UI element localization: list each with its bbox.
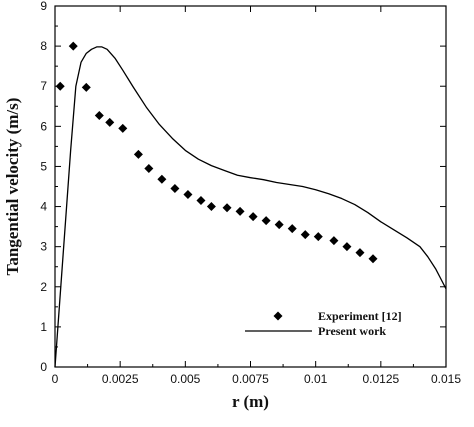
data-point-experiment xyxy=(118,123,128,133)
legend-label-present-work: Present work xyxy=(318,324,386,338)
data-point-experiment xyxy=(144,163,154,173)
data-point-experiment xyxy=(196,196,206,206)
x-axis: 0 0.0025 0.005 0.0075 0.01 0.0125 0.015 xyxy=(52,6,461,386)
data-point-experiment xyxy=(313,232,323,242)
y-tick-label: 6 xyxy=(40,119,47,133)
y-tick-label: 7 xyxy=(40,79,47,93)
data-point-experiment xyxy=(105,117,115,127)
y-tick-label: 8 xyxy=(40,39,47,53)
x-axis-label: r (m) xyxy=(232,392,269,411)
data-point-experiment xyxy=(248,212,258,222)
y-tick-label: 1 xyxy=(40,320,47,334)
data-point-experiment xyxy=(81,82,91,92)
y-tick-label: 3 xyxy=(40,240,47,254)
data-point-experiment xyxy=(157,174,167,184)
data-point-experiment xyxy=(206,202,216,212)
legend: Experiment [12] Present work xyxy=(245,309,402,338)
x-tick-label: 0.015 xyxy=(431,372,461,386)
data-point-experiment xyxy=(329,236,339,246)
x-tick-label: 0.01 xyxy=(304,372,328,386)
y-tick-label: 9 xyxy=(40,0,47,13)
data-point-experiment xyxy=(170,184,180,194)
x-tick-label: 0.0125 xyxy=(362,372,399,386)
data-point-experiment xyxy=(287,224,297,234)
data-point-experiment xyxy=(300,230,310,240)
y-axis-label: Tangential velocity (m/s) xyxy=(3,98,22,276)
y-tick-label: 2 xyxy=(40,280,47,294)
data-point-experiment xyxy=(183,190,193,200)
data-point-experiment xyxy=(55,81,65,91)
y-tick-label: 0 xyxy=(40,360,47,374)
legend-label-experiment: Experiment [12] xyxy=(318,309,402,323)
data-point-experiment xyxy=(342,242,352,252)
x-tick-label: 0 xyxy=(52,372,59,386)
data-point-experiment xyxy=(94,111,104,121)
data-point-experiment xyxy=(68,41,78,51)
data-point-experiment xyxy=(222,203,232,213)
x-tick-label: 0.005 xyxy=(170,372,200,386)
data-point-experiment xyxy=(368,254,378,264)
y-axis: 0 1 2 3 4 5 6 7 8 9 xyxy=(40,0,446,374)
x-tick-label: 0.0025 xyxy=(102,372,139,386)
data-point-experiment xyxy=(355,248,365,258)
series-layer xyxy=(54,41,447,368)
legend-marker-experiment xyxy=(273,311,283,321)
y-tick-label: 4 xyxy=(40,200,47,214)
data-point-experiment xyxy=(261,216,271,226)
y-tick-label: 5 xyxy=(40,159,47,173)
series-line-present-work xyxy=(54,46,447,368)
x-tick-label: 0.0075 xyxy=(232,372,269,386)
data-point-experiment xyxy=(235,206,245,216)
data-point-experiment xyxy=(274,220,284,230)
data-point-experiment xyxy=(133,149,143,159)
